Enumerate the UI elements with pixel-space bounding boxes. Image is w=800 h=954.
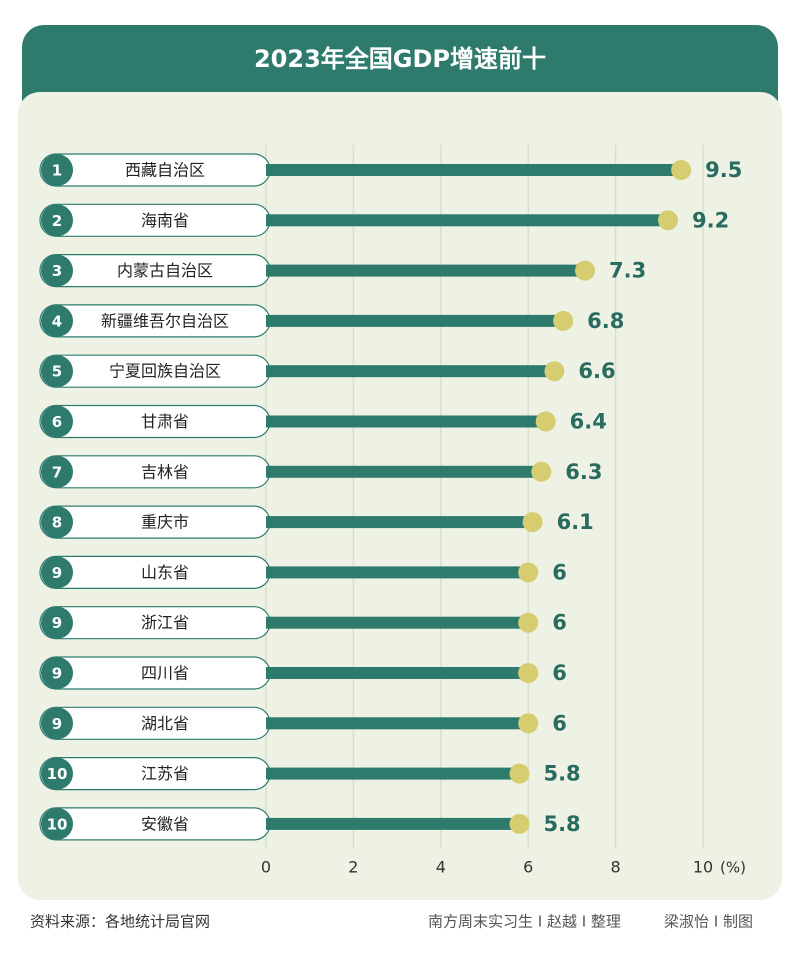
credit: 梁淑怡 I 制图	[664, 913, 753, 931]
x-unit: (%)	[720, 859, 746, 877]
rank-badge	[41, 254, 73, 287]
y-tick-label: 内蒙古自治区	[117, 261, 213, 280]
bar-end-dot	[518, 663, 539, 683]
value-label: 5.8	[543, 762, 580, 786]
x-tick-label: 8	[611, 858, 621, 877]
y-tick-label: 海南省	[141, 211, 189, 230]
y-tick-label: 甘肃省	[141, 412, 189, 431]
bar	[266, 616, 529, 629]
value-label: 6	[552, 611, 567, 635]
rank-label: 1	[52, 162, 62, 180]
value-label: 6.6	[578, 359, 615, 383]
bar	[266, 516, 533, 529]
bar	[266, 817, 520, 830]
rank-badge	[41, 455, 73, 488]
bar-end-dot	[553, 310, 574, 331]
rank-badge	[41, 807, 73, 840]
rank-label: 9	[52, 614, 62, 632]
rank-label: 4	[52, 312, 62, 330]
y-tick-label: 江苏省	[141, 764, 189, 783]
value-label: 6	[552, 711, 567, 735]
bar-end-dot	[509, 763, 530, 784]
bar-end-dot	[509, 813, 530, 834]
value-label: 6.4	[570, 410, 607, 434]
value-label: 6.1	[557, 510, 594, 534]
bar	[266, 667, 529, 679]
x-tick-label: 4	[436, 858, 446, 877]
y-tick-label: 重庆市	[141, 513, 189, 532]
bar	[266, 214, 669, 227]
rank-label: 3	[52, 262, 62, 280]
value-label: 6.8	[587, 309, 624, 333]
bar-end-dot	[531, 461, 552, 482]
y-tick-label: 西藏自治区	[125, 161, 205, 180]
value-label: 6	[552, 560, 567, 584]
y-tick-label: 山东省	[141, 563, 189, 582]
rank-badge	[41, 405, 73, 438]
rank-label: 9	[52, 665, 62, 683]
rank-label: 2	[52, 212, 62, 230]
rank-badge	[41, 506, 73, 539]
y-tick-label: 四川省	[141, 664, 189, 683]
x-tick-label: 0	[261, 858, 271, 877]
value-label: 6	[552, 661, 567, 685]
rank-badge	[41, 304, 73, 337]
bar	[266, 767, 520, 780]
rank-label: 9	[52, 715, 62, 733]
bar	[266, 415, 546, 428]
rank-badge	[41, 355, 73, 388]
rank-badge	[41, 707, 73, 740]
bar	[266, 465, 542, 478]
value-label: 9.5	[705, 158, 742, 182]
credit: 南方周末实习生 I 赵越 I 整理	[428, 913, 621, 931]
bar	[266, 717, 529, 730]
value-label: 5.8	[543, 812, 580, 836]
y-tick-label: 新疆维吾尔自治区	[101, 311, 229, 330]
rank-label: 10	[47, 815, 68, 833]
bar-end-dot	[658, 210, 679, 231]
bar-end-dot	[535, 411, 556, 432]
rank-badge	[41, 657, 73, 689]
y-tick-label: 宁夏回族自治区	[109, 362, 221, 381]
bar	[266, 365, 555, 378]
rank-label: 7	[52, 463, 62, 481]
bar-end-dot	[522, 512, 543, 533]
rank-label: 6	[52, 413, 62, 431]
rank-badge	[41, 204, 73, 237]
rank-badge	[41, 154, 73, 186]
y-tick-label: 吉林省	[141, 462, 189, 481]
bar	[266, 164, 682, 176]
y-tick-label: 安徽省	[141, 814, 189, 833]
source: 资料来源：各地统计局官网	[30, 913, 210, 931]
value-label: 7.3	[609, 259, 646, 283]
bar-end-dot	[518, 612, 539, 633]
rank-label: 10	[47, 765, 68, 783]
chart-title: 2023年全国GDP增速前十	[254, 45, 546, 73]
bar	[266, 264, 586, 277]
rank-badge	[41, 606, 73, 639]
bar-end-dot	[544, 361, 565, 382]
panel-bg	[18, 92, 782, 900]
value-label: 9.2	[692, 208, 729, 232]
y-tick-label: 湖北省	[141, 714, 189, 733]
rank-label: 9	[52, 564, 62, 582]
rank-label: 8	[52, 514, 62, 532]
value-label: 6.3	[565, 460, 602, 484]
rank-label: 5	[52, 363, 62, 381]
bar-end-dot	[518, 713, 539, 734]
x-tick-label: 2	[348, 858, 358, 877]
x-tick-label: 6	[523, 858, 533, 877]
bar	[266, 566, 529, 579]
bar-end-dot	[575, 260, 596, 281]
x-tick-label: 10	[693, 858, 713, 877]
rank-badge	[41, 757, 73, 790]
bar-end-dot	[518, 562, 539, 583]
rank-badge	[41, 556, 73, 589]
y-tick-label: 浙江省	[141, 613, 189, 632]
bar-end-dot	[671, 160, 692, 180]
bar	[266, 314, 564, 327]
